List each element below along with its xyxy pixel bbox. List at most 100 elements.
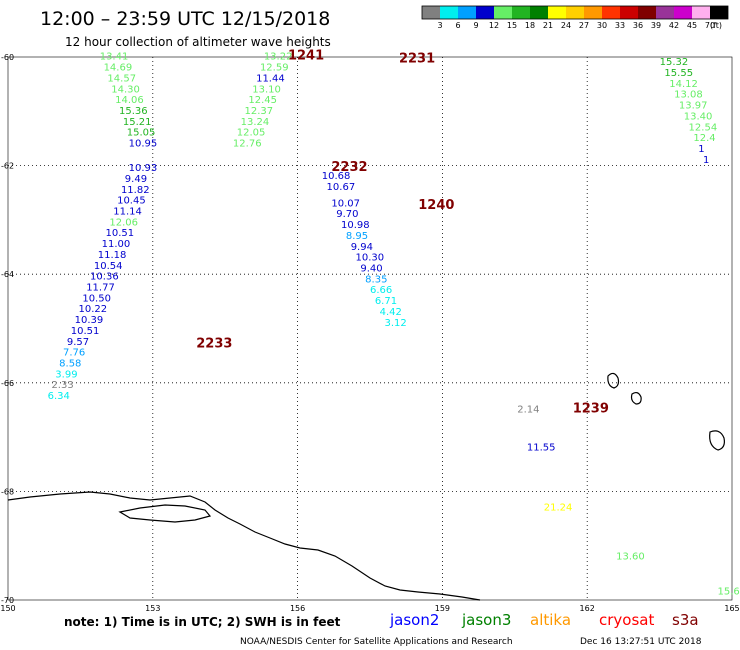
swh-value: 11.14 bbox=[113, 206, 142, 217]
legend-swatch bbox=[422, 6, 440, 19]
swh-value: 9.57 bbox=[67, 337, 89, 348]
color-legend: 3 6 9 12 15 18 21 24 27 30 33 36 39 42 45 70(ft) bbox=[421, 5, 729, 30]
swh-value: 10.07 bbox=[331, 198, 360, 209]
pass-time-label: 2233 bbox=[196, 337, 232, 352]
swh-value: 10.98 bbox=[341, 220, 370, 231]
legend-swatch bbox=[548, 6, 566, 19]
swh-value: 11.44 bbox=[256, 73, 285, 84]
pass-time-label: 2231 bbox=[399, 51, 435, 66]
note-text: note: 1) Time is in UTC; 2) SWH is in fe… bbox=[64, 615, 341, 629]
swh-value: 12.37 bbox=[245, 106, 274, 117]
legend-swatch bbox=[512, 6, 530, 19]
island bbox=[607, 372, 620, 389]
swh-value: 15.55 bbox=[664, 68, 693, 79]
swh-value: 12.59 bbox=[260, 63, 289, 74]
legend-label: 42 bbox=[669, 21, 679, 30]
y-tick-label: -70 bbox=[1, 596, 14, 605]
coastline-inlet bbox=[118, 504, 212, 523]
swh-value: 8.35 bbox=[365, 274, 387, 285]
x-tick-label: 150 bbox=[0, 604, 15, 613]
legend-label: 36 bbox=[633, 21, 643, 30]
legend-label: 12 bbox=[489, 21, 499, 30]
legend-label: 18 bbox=[525, 21, 535, 30]
legend-swatch bbox=[440, 6, 458, 19]
swh-value: 8.58 bbox=[59, 359, 81, 370]
swh-value: 3.99 bbox=[55, 369, 77, 380]
swh-value: 13.40 bbox=[684, 111, 713, 122]
legend-swatch bbox=[476, 6, 494, 19]
swh-value: 10.30 bbox=[356, 253, 385, 264]
swh-value: 10.68 bbox=[322, 171, 351, 182]
swh-value: 2.14 bbox=[517, 405, 539, 416]
legend-label: 3 bbox=[437, 21, 442, 30]
swh-value: 11.77 bbox=[86, 282, 115, 293]
y-tick-label: -66 bbox=[1, 379, 14, 388]
swh-value: 6.71 bbox=[375, 296, 397, 307]
legend-swatch bbox=[656, 6, 674, 19]
swh-value: 13.22 bbox=[264, 52, 293, 63]
legend-label: 6 bbox=[455, 21, 460, 30]
legend-swatch bbox=[620, 6, 638, 19]
footer-timestamp: Dec 16 13:27:51 UTC 2018 bbox=[580, 637, 702, 647]
legend-swatch bbox=[530, 6, 548, 19]
swh-value: 10.51 bbox=[71, 326, 100, 337]
swh-value: 12.45 bbox=[248, 95, 277, 106]
swh-value: 10.93 bbox=[129, 163, 158, 174]
legend-label: 33 bbox=[615, 21, 625, 30]
swh-value: 10.36 bbox=[90, 272, 119, 283]
legend-unit: (ft) bbox=[710, 21, 722, 30]
swh-value: 14.06 bbox=[115, 95, 144, 106]
satellite-altika: altika bbox=[530, 611, 571, 629]
legend-swatch bbox=[692, 6, 710, 19]
x-tick-label: 153 bbox=[145, 604, 160, 613]
swh-value: 11.00 bbox=[102, 239, 131, 250]
swh-value: 13.24 bbox=[241, 117, 270, 128]
island bbox=[630, 391, 642, 405]
legend-swatch bbox=[494, 6, 512, 19]
pass-time-label: 1240 bbox=[418, 198, 454, 213]
swh-value: 12.4 bbox=[693, 133, 715, 144]
swh-value: 10.39 bbox=[75, 315, 104, 326]
swh-value: 9.40 bbox=[360, 263, 382, 274]
swh-value: 11.18 bbox=[98, 250, 127, 261]
y-tick-label: -68 bbox=[1, 487, 14, 496]
swh-value: 15.21 bbox=[123, 117, 152, 128]
swh-value: 9.94 bbox=[351, 242, 373, 253]
swh-value: 10.67 bbox=[327, 182, 356, 193]
swh-value: 8.95 bbox=[346, 231, 368, 242]
x-tick-label: 156 bbox=[290, 604, 305, 613]
legend-label: 39 bbox=[651, 21, 661, 30]
swh-value: 10.50 bbox=[82, 293, 111, 304]
swh-value: 14.57 bbox=[107, 73, 136, 84]
plot-area: 150 153 156 159 162 165 -60 -62 -64 -66 -68 -70 13.4… bbox=[0, 49, 739, 613]
swh-value: 13.08 bbox=[674, 90, 703, 101]
swh-value: 21.24 bbox=[544, 502, 573, 513]
satellite-s3a: s3a bbox=[672, 611, 699, 629]
swh-value: 10.51 bbox=[105, 228, 134, 239]
swh-value: 10.45 bbox=[117, 196, 146, 207]
chart-subtitle: 12 hour collection of altimeter wave hei… bbox=[65, 35, 331, 49]
swh-value: 12.06 bbox=[109, 217, 138, 228]
swh-value: 13.41 bbox=[100, 52, 129, 63]
footer-credit: NOAA/NESDIS Center for Satellite Applica… bbox=[240, 637, 513, 647]
coastline bbox=[7, 491, 481, 601]
swh-value: 12.05 bbox=[237, 128, 266, 139]
swh-value: 15.6 bbox=[718, 587, 740, 598]
swh-value: 4.42 bbox=[380, 307, 402, 318]
legend-swatch bbox=[710, 6, 728, 19]
swh-value: 14.12 bbox=[669, 79, 698, 90]
swh-value: 6.34 bbox=[48, 391, 70, 402]
y-tick-label: -62 bbox=[1, 162, 14, 171]
swh-value: 3.12 bbox=[384, 318, 406, 329]
swh-value: 7.76 bbox=[63, 348, 85, 359]
satellite-jason3: jason3 bbox=[461, 611, 511, 629]
island bbox=[709, 430, 725, 451]
swh-value: 10.22 bbox=[78, 304, 107, 315]
swh-value: 15.32 bbox=[660, 57, 689, 68]
satellite-legend: jason2 jason3 altika cryosat s3a bbox=[389, 611, 699, 629]
swh-value: 11.55 bbox=[527, 443, 556, 454]
y-tick-label: -60 bbox=[1, 53, 14, 62]
legend-label: 27 bbox=[579, 21, 589, 30]
swh-value: 9.70 bbox=[336, 209, 358, 220]
pass-time-label: 1239 bbox=[573, 402, 609, 417]
